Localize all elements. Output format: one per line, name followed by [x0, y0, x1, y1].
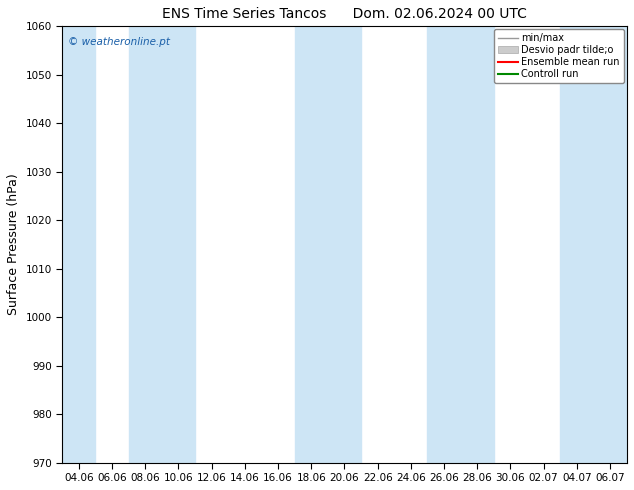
Text: © weatheronline.pt: © weatheronline.pt [68, 37, 170, 47]
Bar [560, 26, 626, 463]
Legend: min/max, Desvio padr tilde;o, Ensemble mean run, Controll run: min/max, Desvio padr tilde;o, Ensemble m… [494, 29, 624, 83]
Y-axis label: Surface Pressure (hPa): Surface Pressure (hPa) [7, 173, 20, 316]
Bar [129, 26, 195, 463]
Bar [295, 26, 361, 463]
Title: ENS Time Series Tancos      Dom. 02.06.2024 00 UTC: ENS Time Series Tancos Dom. 02.06.2024 0… [162, 7, 527, 21]
Bar [62, 26, 95, 463]
Bar [427, 26, 494, 463]
